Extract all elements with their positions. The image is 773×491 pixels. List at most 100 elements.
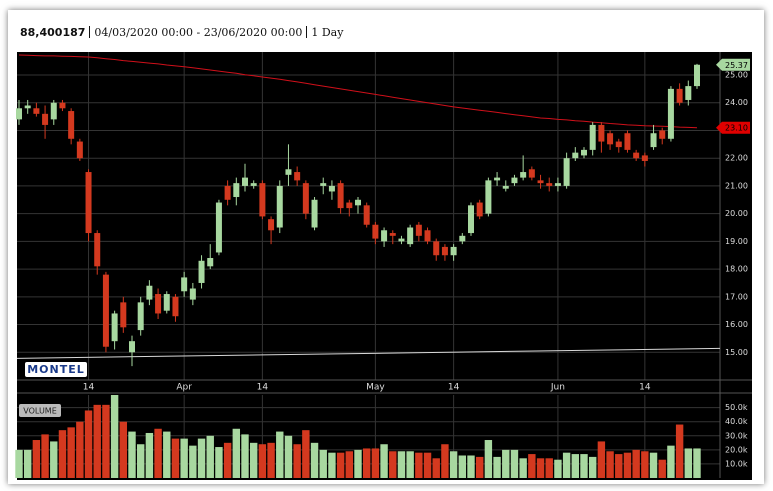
volume-bar — [536, 458, 545, 478]
y-tick-label: 17.00 — [725, 292, 748, 301]
volume-bar — [310, 442, 319, 478]
candle-body — [459, 235, 466, 242]
volume-bar — [675, 424, 684, 478]
candle-body — [311, 199, 318, 228]
candle-body — [16, 108, 22, 120]
instrument: 88,400187 — [20, 25, 86, 39]
candle-body — [328, 185, 335, 192]
candle-body — [120, 302, 127, 328]
logo-box — [25, 362, 87, 377]
volume-bar — [41, 434, 49, 478]
candle-body — [615, 141, 622, 148]
candle-body — [676, 88, 683, 103]
volume-bar — [684, 448, 693, 478]
header: 88,400187 04/03/2020 00:00 - 23/06/2020 … — [20, 22, 343, 42]
volume-bar — [319, 449, 327, 478]
candle-body — [381, 230, 388, 242]
candle-body — [276, 185, 283, 228]
volume-bar — [510, 449, 519, 478]
x-tick-label: 14 — [83, 383, 95, 393]
volume-bar — [606, 451, 614, 478]
x-tick-label: 14 — [448, 383, 460, 393]
candle-body — [285, 169, 292, 175]
candle-body — [633, 152, 640, 159]
volume-bar — [336, 452, 345, 478]
candle-body — [372, 224, 379, 239]
candle-body — [59, 102, 66, 109]
candle-body — [346, 202, 353, 209]
volume-bar — [154, 428, 162, 478]
volume-label: VOLUME — [23, 407, 57, 416]
volume-tick-label: 30.0k — [725, 431, 748, 440]
volume-bar — [84, 410, 93, 478]
candle-body — [146, 285, 153, 300]
price-tag-label: 25.37 — [725, 61, 748, 70]
volume-bar — [397, 451, 406, 478]
volume-bar — [215, 447, 223, 478]
volume-bar — [119, 421, 128, 478]
volume-bar — [571, 454, 580, 478]
volume-bar — [615, 454, 623, 478]
volume-bar — [588, 456, 597, 478]
candle-body — [415, 224, 422, 236]
interval: 1 Day — [311, 25, 344, 39]
volume-bar — [328, 452, 336, 478]
volume-bar — [380, 444, 388, 478]
candle-body — [433, 241, 440, 256]
volume-bar — [458, 455, 467, 478]
volume-bar — [554, 459, 562, 478]
volume-bar — [545, 458, 553, 478]
volume-bar — [223, 442, 232, 478]
volume-bar — [128, 431, 136, 478]
volume-bar — [519, 458, 527, 478]
candle-body — [129, 341, 135, 353]
volume-bar — [58, 430, 67, 478]
candle-body — [598, 124, 605, 142]
candle-body — [641, 155, 648, 161]
candle-body — [320, 183, 327, 186]
candle-body — [111, 313, 118, 342]
volume-bar — [197, 438, 206, 478]
volume-bar — [293, 444, 301, 478]
volume-bar — [658, 459, 666, 478]
separator — [306, 26, 308, 38]
candle-body — [572, 152, 579, 159]
volume-bar — [423, 452, 432, 478]
candle-body — [494, 177, 501, 181]
volume-bar — [267, 442, 275, 478]
moving-average — [18, 54, 698, 129]
price-tag — [716, 58, 750, 71]
candle-body — [76, 141, 83, 159]
volume-bar — [354, 449, 362, 478]
volume-bar — [32, 440, 41, 478]
volume-bar — [23, 449, 32, 478]
y-tick-label: 24.00 — [725, 98, 748, 107]
volume-bar — [249, 442, 258, 478]
candle-body — [407, 227, 414, 245]
candle-body — [233, 183, 240, 198]
volume-bar — [632, 449, 640, 478]
volume-bar — [189, 445, 197, 478]
x-tick-label: Jun — [550, 383, 565, 393]
candle-body — [450, 246, 457, 256]
volume-bar — [641, 451, 649, 478]
candle-body — [172, 296, 179, 317]
candle-body — [189, 288, 196, 300]
candle-body — [485, 180, 492, 214]
volume-bar — [597, 441, 606, 478]
candle-body — [685, 86, 692, 100]
volume-bar — [562, 452, 571, 478]
volume-bar — [449, 451, 458, 478]
candle-body — [50, 102, 57, 120]
candle-body — [181, 277, 188, 292]
candle-body — [68, 111, 75, 139]
volume-tick-label: 20.0k — [725, 445, 748, 454]
candle-body — [563, 158, 570, 186]
chart-background — [17, 52, 752, 480]
volume-bar — [345, 451, 354, 478]
candle-body — [155, 294, 162, 314]
volume-bar — [102, 404, 110, 478]
candle-body — [476, 202, 483, 217]
candle-body — [624, 133, 631, 150]
volume-label-box — [19, 404, 61, 417]
